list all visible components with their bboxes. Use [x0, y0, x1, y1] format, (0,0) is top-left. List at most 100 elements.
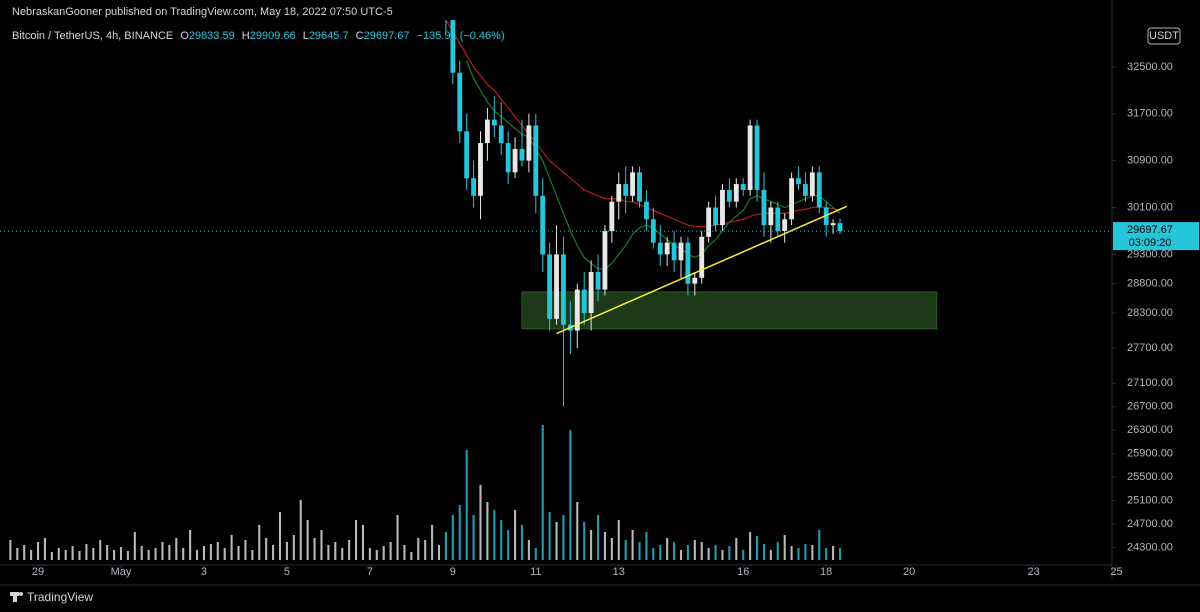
volume-bar [278, 512, 282, 560]
y-tick-label: 30900.00 [1127, 155, 1173, 167]
candle-body [505, 143, 511, 173]
volume-bar [92, 548, 95, 560]
currency: USDT [1149, 30, 1179, 42]
candle-body [761, 189, 767, 226]
volume-bar [175, 538, 178, 560]
y-tick-label: 26700.00 [1127, 401, 1173, 413]
volume-bar [825, 548, 828, 560]
volume-bar [659, 545, 662, 560]
volume-bar [168, 545, 171, 560]
volume-bar [617, 520, 620, 560]
y-tick-label: 27100.00 [1127, 377, 1173, 389]
x-tick-label: 9 [450, 566, 456, 578]
volume-bar [832, 546, 835, 560]
candle-body [581, 289, 587, 314]
volume-bar [804, 544, 807, 560]
volume-bar [382, 546, 385, 560]
plot-area [9, 20, 938, 560]
x-tick-label: 13 [613, 566, 625, 578]
candle-body [678, 242, 684, 261]
volume-bar [631, 530, 634, 560]
publish-line: NebraskanGooner published on TradingView… [12, 6, 393, 18]
volume-bar [437, 545, 441, 560]
volume-bar [209, 544, 212, 560]
candle-body [740, 184, 746, 190]
volume-bar [403, 545, 406, 560]
volume-bar [154, 548, 157, 560]
x-tick-label: 23 [1027, 566, 1039, 578]
volume-bar [742, 550, 745, 560]
candle-body [830, 223, 836, 226]
candle-body [540, 195, 546, 255]
candle-body [644, 201, 649, 220]
x-tick-label: 25 [1110, 566, 1122, 578]
volume-bar [783, 535, 786, 560]
y-tick-label: 25500.00 [1127, 471, 1173, 483]
volume-bar [57, 548, 60, 560]
volume-bar [465, 450, 468, 560]
volume-bar [811, 545, 814, 560]
candle-body [720, 189, 725, 226]
candle-body [457, 72, 463, 132]
volume-bar [596, 515, 600, 560]
volume-bar [590, 530, 593, 560]
volume-bar [451, 515, 454, 560]
volume-bar [666, 538, 669, 560]
candle-body [775, 207, 781, 231]
volume-bar [507, 530, 510, 560]
volume-bar [202, 546, 205, 560]
x-tick-label: May [111, 566, 132, 578]
volume-bar [292, 535, 295, 560]
y-tick-label: 24300.00 [1127, 541, 1173, 553]
volume-bar [389, 542, 392, 560]
candle-body [478, 143, 483, 196]
volume-bar [85, 544, 88, 560]
volume-bar [762, 544, 765, 560]
volume-bar [348, 540, 351, 560]
volume-bar [99, 540, 102, 560]
volume-bar [458, 505, 461, 560]
close-value: 29697.67 [363, 30, 410, 42]
volume-bar [64, 550, 67, 560]
close-label: C [355, 30, 364, 42]
volume-bar [562, 515, 565, 560]
open-label: O [180, 30, 189, 42]
volume-bar [265, 538, 268, 560]
volume-bar [258, 525, 261, 560]
volume-bar [686, 545, 689, 560]
volume-bar [126, 551, 129, 560]
volume-bar [313, 538, 316, 560]
volume-bar [444, 532, 447, 560]
candle-body [657, 242, 663, 255]
volume-bar [237, 546, 240, 560]
volume-bar [327, 545, 330, 560]
volume-bar [576, 502, 579, 560]
x-tick-label: 29 [32, 566, 44, 578]
last-price-label: 29697.67 [1127, 224, 1173, 236]
volume-bar [555, 522, 558, 560]
volume-bar [493, 510, 496, 560]
volume-bar [43, 538, 46, 560]
volume-bar [119, 547, 123, 560]
candle-body [692, 277, 698, 284]
volume-bar [272, 545, 275, 560]
y-tick-label: 25100.00 [1127, 494, 1173, 506]
symbol-legend: Bitcoin / TetherUS, 4h, BINANCE O29833.5… [12, 30, 509, 42]
volume-bar [479, 485, 482, 560]
candle-body [588, 271, 594, 314]
change: −135.91 (−0.46%) [416, 30, 505, 42]
volume-bar [693, 540, 696, 560]
candle-body [574, 289, 580, 331]
volume-bar [161, 542, 164, 560]
candle-body [547, 254, 553, 319]
candle-body [809, 172, 815, 196]
volume-bar [375, 550, 378, 560]
volume-bar [707, 548, 710, 560]
candle-body [595, 271, 601, 290]
y-tick-label: 25900.00 [1127, 448, 1173, 460]
candle-body [754, 125, 760, 190]
candle-body [623, 184, 629, 196]
volume-bar [417, 538, 420, 560]
